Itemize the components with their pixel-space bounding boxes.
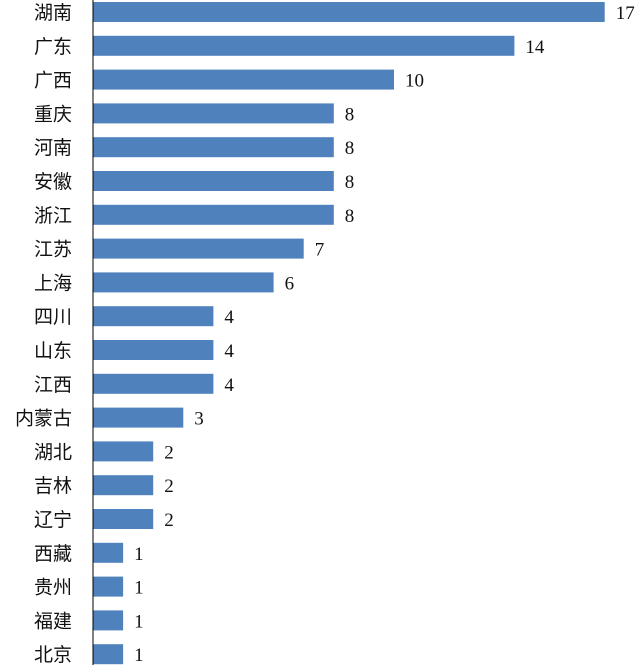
- bar-7: [93, 238, 304, 259]
- bar-16: [93, 542, 124, 563]
- value-label-18: 1: [134, 611, 144, 632]
- category-label-3: 重庆: [34, 103, 72, 125]
- value-label-19: 1: [134, 645, 144, 665]
- category-label-1: 广东: [34, 36, 72, 58]
- bar-19: [93, 644, 124, 665]
- bar-18: [93, 610, 124, 631]
- category-label-4: 河南: [34, 137, 72, 159]
- category-label-12: 内蒙古: [15, 408, 72, 430]
- bars-group: [93, 2, 605, 665]
- value-label-12: 3: [194, 409, 204, 430]
- value-label-13: 2: [164, 442, 174, 463]
- value-label-2: 10: [405, 71, 424, 92]
- value-label-5: 8: [345, 172, 355, 193]
- category-label-8: 上海: [34, 272, 72, 294]
- bar-10: [93, 340, 214, 360]
- category-label-10: 山东: [34, 340, 72, 362]
- category-label-5: 安徽: [34, 171, 72, 193]
- category-label-6: 浙江: [34, 205, 72, 227]
- value-label-3: 8: [345, 104, 355, 125]
- value-label-17: 1: [134, 578, 144, 599]
- value-label-6: 8: [345, 206, 355, 227]
- bar-6: [93, 204, 334, 225]
- category-label-13: 湖北: [34, 441, 72, 463]
- bar-5: [93, 171, 334, 191]
- value-label-10: 4: [224, 341, 234, 362]
- value-label-9: 4: [224, 307, 234, 328]
- bar-11: [93, 373, 214, 394]
- value-label-0: 17: [616, 3, 635, 24]
- value-label-1: 14: [525, 37, 545, 58]
- category-label-9: 四川: [34, 306, 72, 328]
- category-label-18: 福建: [34, 610, 72, 632]
- bar-1: [93, 35, 515, 56]
- category-label-2: 广西: [34, 70, 72, 92]
- category-label-16: 西藏: [34, 543, 72, 565]
- value-label-11: 4: [224, 375, 234, 396]
- value-label-15: 2: [164, 510, 174, 531]
- bar-0: [93, 2, 605, 22]
- bar-17: [93, 576, 124, 597]
- bar-3: [93, 103, 334, 124]
- value-label-14: 2: [164, 476, 174, 497]
- bar-13: [93, 441, 154, 462]
- bar-12: [93, 407, 184, 428]
- bar-14: [93, 475, 154, 496]
- value-label-8: 6: [285, 273, 295, 294]
- category-label-14: 吉林: [34, 475, 72, 497]
- category-label-0: 湖南: [34, 2, 72, 24]
- bar-9: [93, 306, 214, 327]
- category-label-17: 贵州: [34, 577, 72, 599]
- bar-4: [93, 137, 334, 158]
- category-labels-group: 湖南广东广西重庆河南安徽浙江江苏上海四川山东江西内蒙古湖北吉林辽宁西藏贵州福建北…: [15, 2, 72, 665]
- value-label-16: 1: [134, 544, 144, 565]
- category-label-19: 北京: [34, 644, 72, 665]
- bar-15: [93, 509, 154, 529]
- category-label-7: 江苏: [34, 239, 72, 261]
- value-label-7: 7: [315, 240, 325, 261]
- value-label-4: 8: [345, 138, 355, 159]
- category-label-11: 江西: [34, 374, 72, 396]
- bar-2: [93, 69, 394, 90]
- bar-8: [93, 272, 274, 293]
- category-label-15: 辽宁: [34, 509, 72, 531]
